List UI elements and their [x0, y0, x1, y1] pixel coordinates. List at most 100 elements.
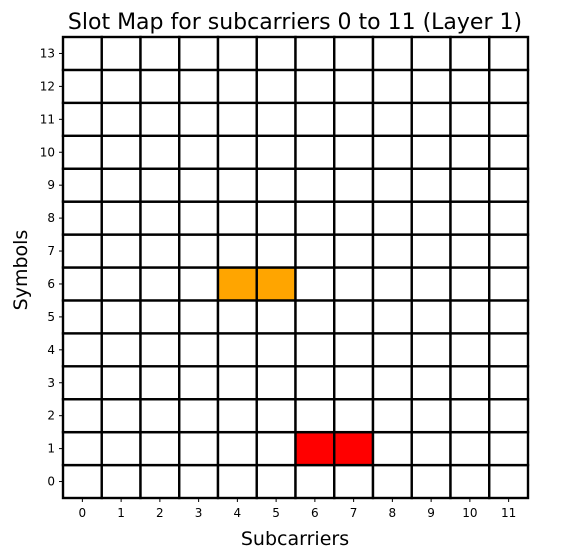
slot-cell-sc10-sym9: [449, 167, 491, 203]
slot-cell-sc6-sym2: [294, 398, 336, 434]
slot-cell-sc1-sym0: [100, 463, 142, 500]
slot-cell-sc1-sym3: [100, 365, 142, 401]
x-tick-label: 1: [117, 506, 125, 520]
slot-cell-sc8-sym4: [371, 332, 413, 368]
slot-cell-sc9-sym8: [410, 200, 452, 236]
slot-cell-sc9-sym6: [410, 266, 452, 302]
slot-cell-sc0-sym7: [61, 233, 103, 269]
slot-cell-sc4-sym6: [216, 266, 258, 302]
y-tick-label: 2: [47, 409, 55, 423]
y-tick-label: 11: [40, 112, 55, 126]
slot-cell-sc10-sym12: [449, 68, 491, 105]
slot-cell-sc7-sym3: [333, 365, 375, 401]
y-tick-label: 13: [40, 46, 55, 60]
slot-cell-sc5-sym3: [255, 365, 297, 401]
slot-cell-sc4-sym13: [216, 35, 258, 72]
slot-cell-sc5-sym4: [255, 332, 297, 368]
slot-cell-sc10-sym6: [449, 266, 491, 302]
slot-cell-sc2-sym10: [139, 134, 181, 170]
slot-cell-sc0-sym10: [61, 134, 103, 170]
slot-cell-sc11-sym6: [488, 266, 530, 302]
slot-cell-sc9-sym12: [410, 68, 452, 105]
y-tick-label: 3: [47, 376, 55, 390]
slot-cell-sc3-sym2: [178, 398, 220, 434]
slot-cell-sc5-sym7: [255, 233, 297, 269]
slot-cell-sc3-sym13: [178, 35, 220, 72]
slot-cell-sc2-sym0: [139, 463, 181, 500]
slot-cell-sc3-sym0: [178, 463, 220, 500]
slot-cell-sc11-sym12: [488, 68, 530, 105]
slot-cell-sc1-sym12: [100, 68, 142, 105]
slot-cell-sc3-sym6: [178, 266, 220, 302]
slot-cell-sc6-sym3: [294, 365, 336, 401]
slot-cell-sc5-sym13: [255, 35, 297, 72]
y-tick-label: 6: [47, 277, 55, 291]
y-axis-label: Symbols: [10, 230, 32, 311]
slot-cell-sc0-sym9: [61, 167, 103, 203]
slot-cell-sc4-sym0: [216, 463, 258, 500]
slot-cell-sc6-sym10: [294, 134, 336, 170]
slot-cell-sc3-sym4: [178, 332, 220, 368]
slot-cell-sc7-sym1: [333, 430, 375, 467]
slot-cell-sc2-sym2: [139, 398, 181, 434]
slot-cell-sc4-sym5: [216, 299, 258, 335]
slot-cell-sc4-sym9: [216, 167, 258, 203]
slot-cell-sc6-sym9: [294, 167, 336, 203]
slot-cell-sc3-sym9: [178, 167, 220, 203]
slot-cell-sc4-sym4: [216, 332, 258, 368]
slot-cell-sc1-sym8: [100, 200, 142, 236]
slot-cell-sc7-sym5: [333, 299, 375, 335]
slot-cell-sc2-sym9: [139, 167, 181, 203]
slot-cell-sc9-sym0: [410, 463, 452, 500]
slot-cell-sc7-sym4: [333, 332, 375, 368]
slot-cell-sc11-sym13: [488, 35, 530, 72]
slot-cell-sc10-sym10: [449, 134, 491, 170]
slot-cell-sc2-sym8: [139, 200, 181, 236]
slot-cell-sc5-sym8: [255, 200, 297, 236]
slot-cell-sc11-sym8: [488, 200, 530, 236]
x-tick-label: 9: [427, 506, 435, 520]
slot-cell-sc3-sym7: [178, 233, 220, 269]
slot-cell-sc2-sym5: [139, 299, 181, 335]
slot-cell-sc10-sym7: [449, 233, 491, 269]
slot-cell-sc4-sym8: [216, 200, 258, 236]
slot-cell-sc7-sym11: [333, 101, 375, 137]
slot-cell-sc2-sym6: [139, 266, 181, 302]
slot-cell-sc6-sym0: [294, 463, 336, 500]
slot-cell-sc7-sym6: [333, 266, 375, 302]
slot-cell-sc8-sym10: [371, 134, 413, 170]
slot-cell-sc9-sym3: [410, 365, 452, 401]
slot-cell-sc9-sym2: [410, 398, 452, 434]
slot-cell-sc7-sym13: [333, 35, 375, 72]
y-tick-label: 1: [47, 442, 55, 456]
slot-cell-sc7-sym7: [333, 233, 375, 269]
slot-cell-sc10-sym1: [449, 430, 491, 467]
slot-cell-sc4-sym2: [216, 398, 258, 434]
slot-cell-sc6-sym8: [294, 200, 336, 236]
slot-cell-sc4-sym3: [216, 365, 258, 401]
y-tick-label: 4: [47, 343, 55, 357]
slot-cell-sc7-sym8: [333, 200, 375, 236]
slot-cell-sc8-sym2: [371, 398, 413, 434]
slot-cell-sc11-sym7: [488, 233, 530, 269]
slot-cell-sc4-sym1: [216, 430, 258, 467]
plot-area: [61, 35, 530, 500]
slot-cell-sc11-sym4: [488, 332, 530, 368]
slot-cell-sc3-sym5: [178, 299, 220, 335]
slot-cell-sc7-sym2: [333, 398, 375, 434]
slot-cell-sc10-sym0: [449, 463, 491, 500]
slot-cell-sc2-sym4: [139, 332, 181, 368]
slot-cell-sc0-sym5: [61, 299, 103, 335]
slot-cell-sc2-sym3: [139, 365, 181, 401]
slot-cell-sc3-sym8: [178, 200, 220, 236]
slot-cell-sc10-sym11: [449, 101, 491, 137]
slot-cell-sc8-sym12: [371, 68, 413, 105]
slot-cell-sc7-sym12: [333, 68, 375, 105]
slot-cell-sc1-sym13: [100, 35, 142, 72]
slot-cell-sc10-sym2: [449, 398, 491, 434]
slot-cell-sc1-sym1: [100, 430, 142, 467]
y-tick-label: 0: [47, 475, 55, 489]
slot-cell-sc5-sym9: [255, 167, 297, 203]
